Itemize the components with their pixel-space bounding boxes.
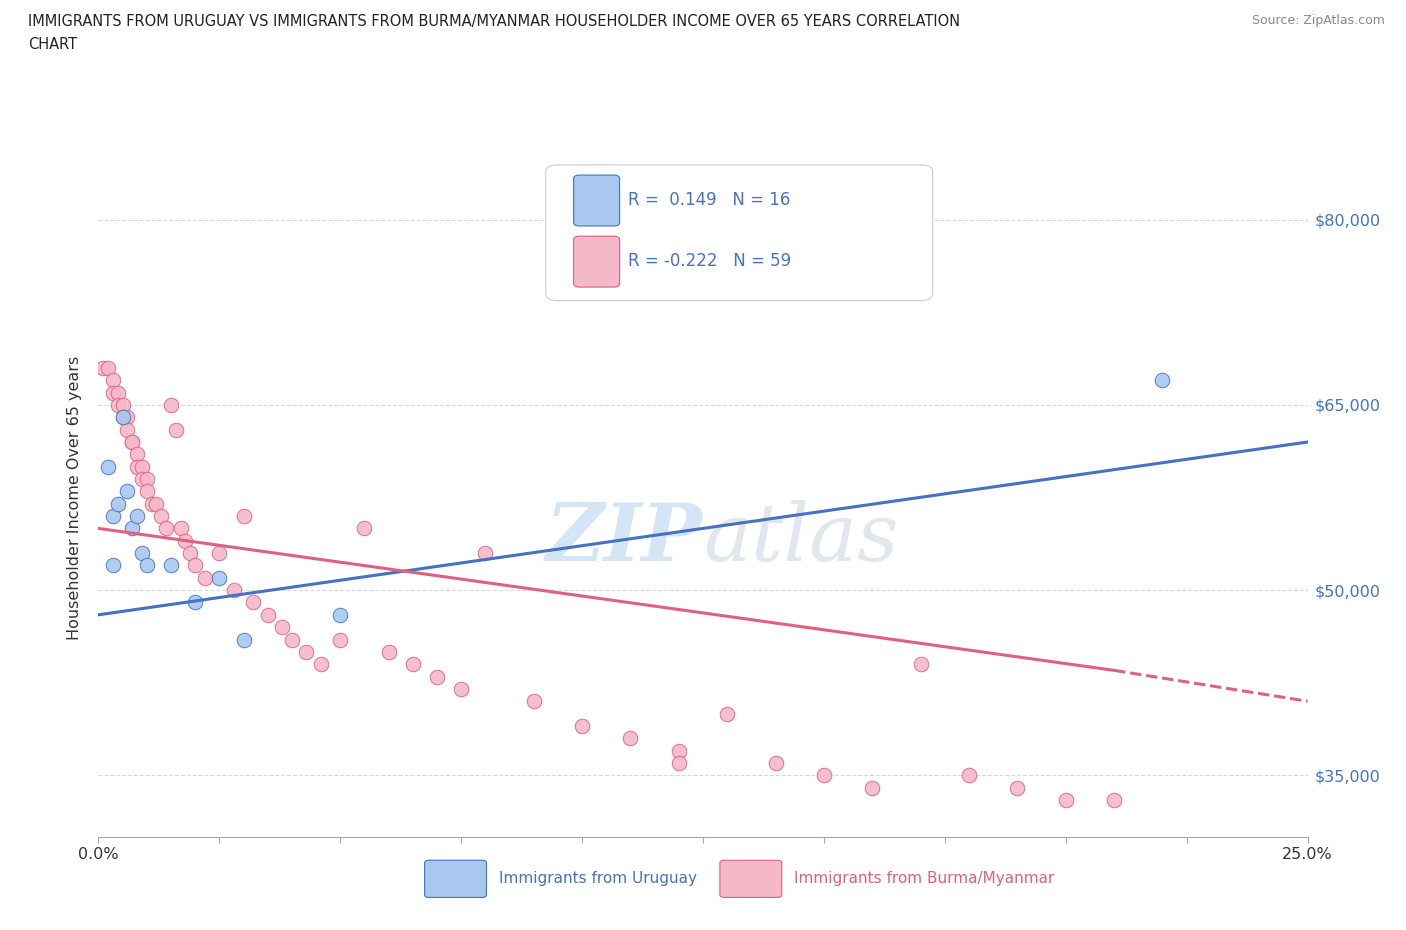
Point [160, 397, 183, 412]
Point [1152, 373, 1174, 388]
Point [860, 780, 883, 795]
Point [121, 434, 143, 449]
Point [165, 422, 187, 437]
Point [271, 619, 294, 634]
Point [107, 385, 129, 400]
Point [131, 459, 153, 474]
Point [523, 694, 546, 709]
Text: Source: ZipAtlas.com: Source: ZipAtlas.com [1251, 14, 1385, 27]
Text: Immigrants from Burma/Myanmar: Immigrants from Burma/Myanmar [794, 871, 1054, 886]
Point [242, 595, 264, 610]
Point [571, 719, 593, 734]
Point [111, 410, 134, 425]
Point [910, 657, 932, 671]
Point [91, 361, 114, 376]
Point [107, 397, 129, 412]
Point [184, 558, 207, 573]
FancyBboxPatch shape [574, 175, 620, 226]
Point [232, 509, 254, 524]
Point [111, 410, 134, 425]
Point [232, 632, 254, 647]
Point [813, 768, 835, 783]
Point [97, 361, 120, 376]
Point [208, 546, 231, 561]
FancyBboxPatch shape [546, 165, 932, 300]
Point [765, 755, 787, 770]
Text: atlas: atlas [703, 499, 898, 577]
Point [194, 570, 217, 585]
Point [135, 472, 157, 486]
Point [353, 521, 375, 536]
Point [117, 484, 139, 498]
Text: IMMIGRANTS FROM URUGUAY VS IMMIGRANTS FROM BURMA/MYANMAR HOUSEHOLDER INCOME OVER: IMMIGRANTS FROM URUGUAY VS IMMIGRANTS FR… [28, 14, 960, 29]
Point [402, 657, 425, 671]
Point [184, 595, 207, 610]
Point [256, 607, 278, 622]
Point [135, 484, 157, 498]
Point [101, 509, 124, 524]
Point [1102, 792, 1125, 807]
Point [155, 521, 177, 536]
Point [179, 546, 201, 561]
Point [329, 607, 352, 622]
Point [135, 558, 157, 573]
Point [127, 459, 149, 474]
Point [117, 422, 139, 437]
Point [668, 755, 690, 770]
Point [474, 546, 496, 561]
Point [160, 558, 183, 573]
Point [1007, 780, 1029, 795]
Point [131, 546, 153, 561]
FancyBboxPatch shape [574, 236, 620, 287]
Y-axis label: Householder Income Over 65 years: Householder Income Over 65 years [67, 355, 83, 640]
Point [957, 768, 980, 783]
Text: R = -0.222   N = 59: R = -0.222 N = 59 [628, 252, 792, 271]
Point [309, 657, 332, 671]
Point [141, 497, 163, 512]
Point [295, 644, 318, 659]
Point [117, 410, 139, 425]
Text: R =  0.149   N = 16: R = 0.149 N = 16 [628, 192, 790, 209]
Point [329, 632, 352, 647]
Point [145, 497, 167, 512]
Point [450, 682, 472, 697]
Text: CHART: CHART [28, 37, 77, 52]
Text: Immigrants from Uruguay: Immigrants from Uruguay [499, 871, 697, 886]
Point [668, 743, 690, 758]
Point [111, 397, 134, 412]
Point [150, 509, 173, 524]
Point [208, 570, 231, 585]
Point [222, 583, 245, 598]
Point [281, 632, 304, 647]
Point [101, 373, 124, 388]
Point [131, 472, 153, 486]
Point [107, 497, 129, 512]
Point [101, 558, 124, 573]
Point [426, 669, 449, 684]
Point [101, 385, 124, 400]
Point [1054, 792, 1077, 807]
Point [716, 706, 738, 721]
Point [121, 434, 143, 449]
Point [169, 521, 191, 536]
Point [174, 533, 197, 548]
Point [97, 459, 120, 474]
Point [127, 509, 149, 524]
Point [127, 447, 149, 462]
Point [619, 731, 641, 746]
Point [377, 644, 399, 659]
Point [121, 521, 143, 536]
Text: ZIP: ZIP [546, 499, 703, 577]
